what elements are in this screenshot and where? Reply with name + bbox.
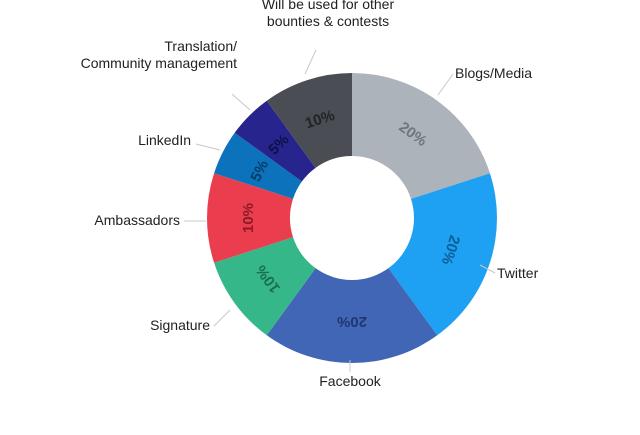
leader-lines-group <box>184 49 496 372</box>
category-label-line: LinkedIn <box>138 132 191 148</box>
category-label: Translation/Community management <box>81 38 238 71</box>
category-label: LinkedIn <box>138 132 191 148</box>
category-label: Signature <box>150 317 210 333</box>
category-label-line: Community management <box>81 55 238 71</box>
category-label-line: Twitter <box>497 265 539 281</box>
category-label-line: bounties & contests <box>267 13 389 29</box>
category-label-line: Facebook <box>319 373 381 389</box>
slice-linkedin <box>214 132 302 199</box>
category-label-line: Will be used for other <box>262 0 395 12</box>
slice-ambassadors <box>207 173 294 263</box>
category-label-line: Ambassadors <box>94 212 180 228</box>
leader-line <box>479 264 496 274</box>
slice-twitter <box>388 173 498 336</box>
slice-translation-community-management <box>234 100 316 182</box>
category-label: Twitter <box>497 265 539 281</box>
slice-facebook <box>266 268 438 363</box>
percent-label: 20% <box>337 313 367 330</box>
category-label: Facebook <box>319 373 381 389</box>
slice-blogs-media <box>352 73 490 199</box>
percent-label: 10% <box>240 203 257 233</box>
slice-will-be-used-for-other-bounties-contests <box>266 73 352 168</box>
leader-line <box>195 143 221 151</box>
category-label-line: Blogs/Media <box>455 65 532 81</box>
category-label: Blogs/Media <box>455 65 532 81</box>
leader-line <box>213 309 231 327</box>
slice-signature <box>214 237 316 336</box>
slices-group <box>207 73 498 363</box>
category-labels-group: Blogs/Media Twitter Facebook Signature Ambas… <box>81 0 539 389</box>
category-label: Will be used for other bounties & contest… <box>262 0 395 29</box>
leader-line <box>231 93 251 111</box>
category-label-line: Translation/ <box>164 38 237 54</box>
leader-line <box>437 73 454 96</box>
category-label-line: Signature <box>150 317 210 333</box>
category-label: Ambassadors <box>94 212 180 228</box>
leader-line <box>304 49 317 75</box>
